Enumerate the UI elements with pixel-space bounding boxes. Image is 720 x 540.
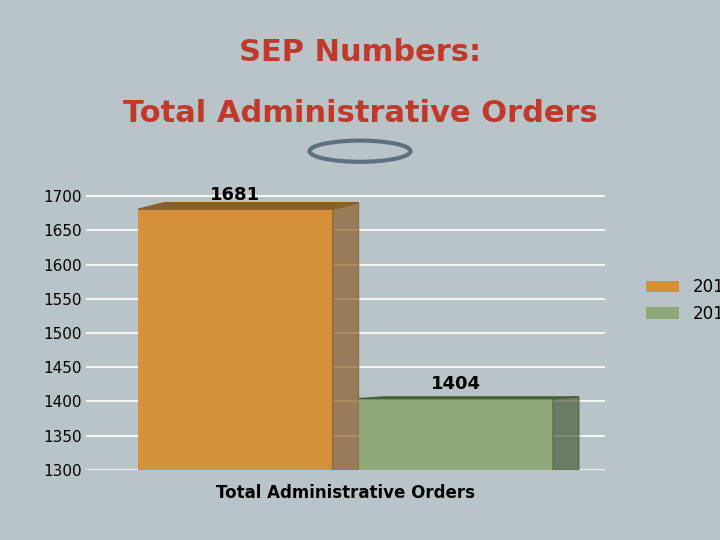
Text: SEP Numbers:: SEP Numbers: [239, 38, 481, 68]
Polygon shape [138, 202, 359, 209]
X-axis label: Total Administrative Orders: Total Administrative Orders [216, 484, 475, 502]
Text: 1404: 1404 [431, 375, 481, 393]
FancyBboxPatch shape [359, 399, 553, 470]
Legend: 2015, 2016: 2015, 2016 [639, 272, 720, 329]
Polygon shape [359, 397, 579, 399]
Polygon shape [333, 202, 359, 470]
Polygon shape [553, 397, 579, 470]
FancyBboxPatch shape [138, 209, 333, 470]
Text: Total Administrative Orders: Total Administrative Orders [122, 99, 598, 128]
Text: 1681: 1681 [210, 186, 261, 204]
